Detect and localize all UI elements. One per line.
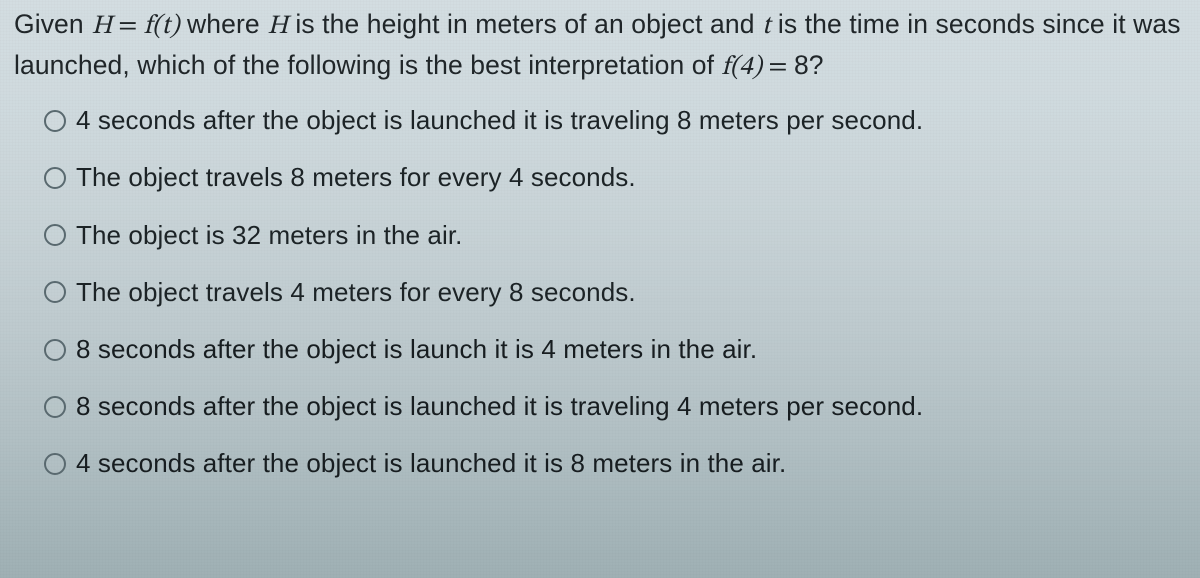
radio-icon[interactable] — [44, 167, 66, 189]
radio-icon[interactable] — [44, 110, 66, 132]
option-row[interactable]: 4 seconds after the object is launched i… — [44, 105, 1182, 136]
math-H2: H — [267, 14, 288, 40]
option-label: The object travels 4 meters for every 8 … — [76, 277, 636, 308]
option-row[interactable]: The object travels 4 meters for every 8 … — [44, 277, 1182, 308]
math-ft: f(t) — [144, 14, 180, 40]
prompt-text-2: where — [180, 9, 268, 39]
radio-icon[interactable] — [44, 339, 66, 361]
question-page: Given H = f(t) where H is the height in … — [0, 0, 1200, 578]
option-label: 8 seconds after the object is launch it … — [76, 334, 757, 365]
radio-icon[interactable] — [44, 396, 66, 418]
option-label: 8 seconds after the object is launched i… — [76, 391, 923, 422]
option-row[interactable]: 4 seconds after the object is launched i… — [44, 448, 1182, 479]
option-row[interactable]: 8 seconds after the object is launch it … — [44, 334, 1182, 365]
option-row[interactable]: The object travels 8 meters for every 4 … — [44, 162, 1182, 193]
math-eq-2: = — [762, 55, 794, 81]
option-row[interactable]: The object is 32 meters in the air. — [44, 220, 1182, 251]
options-list: 4 seconds after the object is launched i… — [14, 105, 1182, 479]
radio-icon[interactable] — [44, 453, 66, 475]
prompt-text-3: is the height in meters of an object and — [288, 9, 762, 39]
math-H: H — [91, 14, 112, 40]
option-label: 4 seconds after the object is launched i… — [76, 105, 923, 136]
option-label: The object is 32 meters in the air. — [76, 220, 462, 251]
radio-icon[interactable] — [44, 224, 66, 246]
option-label: 4 seconds after the object is launched i… — [76, 448, 786, 479]
option-label: The object travels 8 meters for every 4 … — [76, 162, 636, 193]
radio-icon[interactable] — [44, 281, 66, 303]
math-eq-1: = — [112, 14, 144, 40]
question-prompt: Given H = f(t) where H is the height in … — [14, 6, 1182, 87]
option-row[interactable]: 8 seconds after the object is launched i… — [44, 391, 1182, 422]
prompt-text-5: 8? — [794, 50, 824, 80]
prompt-text-1: Given — [14, 9, 91, 39]
math-f4: f(4) — [722, 55, 763, 81]
